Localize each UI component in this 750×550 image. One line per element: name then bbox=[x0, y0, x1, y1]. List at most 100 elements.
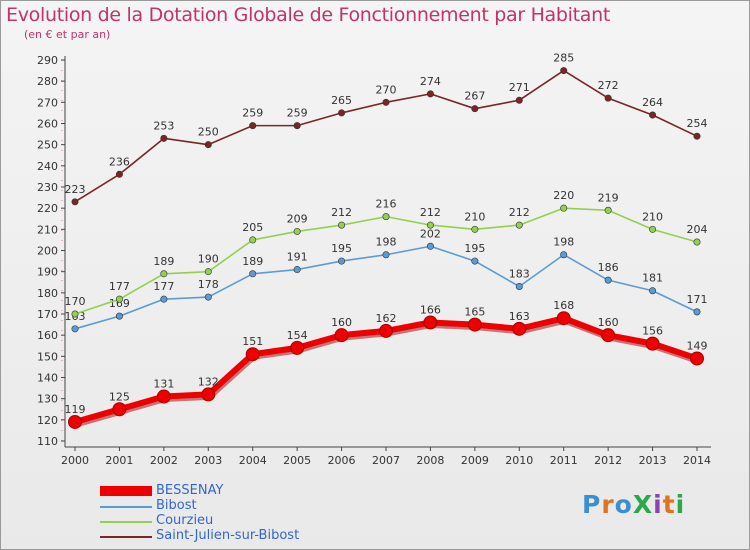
data-label-bibost: 198 bbox=[553, 236, 574, 249]
logo-letter: o bbox=[614, 490, 633, 519]
data-point-bibost bbox=[160, 295, 168, 303]
data-point-saint-julien-sur-bibost bbox=[382, 98, 390, 106]
data-label-bessenay: 119 bbox=[65, 403, 86, 416]
data-label-bibost: 177 bbox=[153, 280, 174, 293]
data-point-bibost bbox=[382, 251, 390, 259]
x-tick-label: 2006 bbox=[328, 454, 356, 467]
data-label-bibost: 202 bbox=[420, 227, 441, 240]
data-label-bessenay: 131 bbox=[153, 378, 174, 391]
data-label-courzieu: 212 bbox=[509, 206, 530, 219]
data-label-bessenay: 160 bbox=[598, 316, 619, 329]
data-label-courzieu: 189 bbox=[153, 255, 174, 268]
logo-letter: r bbox=[601, 490, 615, 519]
data-label-courzieu: 209 bbox=[287, 212, 308, 225]
data-point-saint-julien-sur-bibost bbox=[293, 122, 301, 130]
y-tick-label: 270 bbox=[37, 96, 58, 109]
data-label-courzieu: 205 bbox=[242, 221, 263, 234]
legend-swatch-bibost bbox=[100, 506, 152, 508]
data-label-courzieu: 216 bbox=[376, 198, 397, 211]
logo-letter: t bbox=[662, 490, 676, 519]
x-tick-label: 2001 bbox=[105, 454, 133, 467]
data-label-courzieu: 204 bbox=[687, 223, 708, 236]
data-label-courzieu: 212 bbox=[331, 206, 352, 219]
data-point-bessenay bbox=[423, 315, 438, 330]
data-point-bibost bbox=[426, 242, 434, 250]
y-tick-label: 190 bbox=[37, 266, 58, 279]
data-label-saint-julien-sur-bibost: 270 bbox=[376, 83, 397, 96]
data-point-courzieu bbox=[604, 206, 612, 214]
data-label-saint-julien-sur-bibost: 250 bbox=[198, 126, 219, 139]
data-label-bessenay: 162 bbox=[376, 312, 397, 325]
data-label-saint-julien-sur-bibost: 265 bbox=[331, 94, 352, 107]
y-tick-label: 240 bbox=[37, 160, 58, 173]
data-point-courzieu bbox=[115, 295, 123, 303]
data-point-bibost bbox=[560, 251, 568, 259]
data-point-saint-julien-sur-bibost bbox=[115, 170, 123, 178]
data-label-saint-julien-sur-bibost: 274 bbox=[420, 75, 441, 88]
data-point-bessenay bbox=[112, 402, 127, 417]
data-label-bessenay: 149 bbox=[687, 339, 708, 352]
data-point-courzieu bbox=[382, 213, 390, 221]
data-point-saint-julien-sur-bibost bbox=[560, 67, 568, 75]
logo-letter: i bbox=[653, 490, 663, 519]
data-point-bessenay bbox=[379, 323, 393, 338]
data-label-courzieu: 210 bbox=[642, 210, 663, 223]
data-label-bibost: 195 bbox=[331, 242, 352, 255]
logo-letter: i bbox=[675, 490, 686, 519]
data-point-saint-julien-sur-bibost bbox=[426, 90, 434, 98]
x-tick-label: 2014 bbox=[683, 454, 711, 467]
data-point-saint-julien-sur-bibost bbox=[338, 109, 346, 117]
data-point-courzieu bbox=[249, 236, 257, 244]
data-point-bessenay bbox=[645, 336, 660, 351]
chart-subtitle: (en € et par an) bbox=[24, 28, 111, 41]
data-point-courzieu bbox=[293, 227, 301, 235]
data-point-bibost bbox=[71, 325, 79, 333]
y-tick-label: 160 bbox=[37, 329, 58, 342]
x-tick-label: 2004 bbox=[239, 454, 267, 467]
legend-swatch-bessenay bbox=[100, 486, 152, 496]
y-tick-label: 290 bbox=[37, 54, 58, 67]
data-point-bessenay bbox=[156, 389, 171, 404]
data-label-courzieu: 170 bbox=[65, 295, 86, 308]
y-tick-label: 150 bbox=[37, 350, 58, 363]
data-label-bibost: 186 bbox=[598, 261, 619, 274]
data-label-saint-julien-sur-bibost: 264 bbox=[642, 96, 663, 109]
y-tick-label: 230 bbox=[37, 181, 58, 194]
data-point-courzieu bbox=[693, 238, 701, 246]
y-tick-label: 200 bbox=[37, 245, 58, 258]
data-label-bibost: 191 bbox=[287, 251, 308, 264]
data-point-bibost bbox=[293, 266, 301, 274]
data-point-saint-julien-sur-bibost bbox=[160, 134, 168, 142]
x-tick-label: 2013 bbox=[639, 454, 667, 467]
legend-swatch-saint-julien-sur-bibost bbox=[100, 536, 152, 538]
data-label-courzieu: 190 bbox=[198, 253, 219, 266]
y-tick-label: 180 bbox=[37, 287, 58, 300]
data-point-saint-julien-sur-bibost bbox=[71, 198, 79, 206]
x-tick-label: 2003 bbox=[194, 454, 222, 467]
data-point-courzieu bbox=[560, 204, 568, 212]
y-tick-label: 120 bbox=[37, 414, 58, 427]
legend-label-courzieu: Courzieu bbox=[156, 513, 214, 528]
data-label-saint-julien-sur-bibost: 254 bbox=[687, 117, 708, 130]
legend-label-saint-julien-sur-bibost: Saint-Julien-sur-Bibost bbox=[156, 528, 300, 543]
data-point-bessenay bbox=[601, 328, 616, 343]
y-tick-label: 110 bbox=[37, 435, 58, 448]
data-point-bessenay bbox=[556, 311, 571, 326]
legend-swatch-courzieu bbox=[100, 521, 152, 523]
legend-label-bibost: Bibost bbox=[156, 498, 197, 513]
data-point-saint-julien-sur-bibost bbox=[693, 132, 701, 140]
data-label-bessenay: 165 bbox=[464, 306, 485, 319]
x-tick-label: 2008 bbox=[416, 454, 444, 467]
data-label-bessenay: 160 bbox=[331, 316, 352, 329]
data-point-bessenay bbox=[467, 317, 482, 332]
y-tick-label: 170 bbox=[37, 308, 58, 321]
data-label-bessenay: 168 bbox=[553, 299, 574, 312]
y-tick-label: 210 bbox=[37, 223, 58, 236]
y-tick-label: 280 bbox=[37, 75, 58, 88]
data-label-courzieu: 210 bbox=[464, 210, 485, 223]
data-label-saint-julien-sur-bibost: 259 bbox=[242, 107, 263, 120]
y-tick-label: 260 bbox=[37, 118, 58, 131]
data-label-saint-julien-sur-bibost: 236 bbox=[109, 155, 130, 168]
